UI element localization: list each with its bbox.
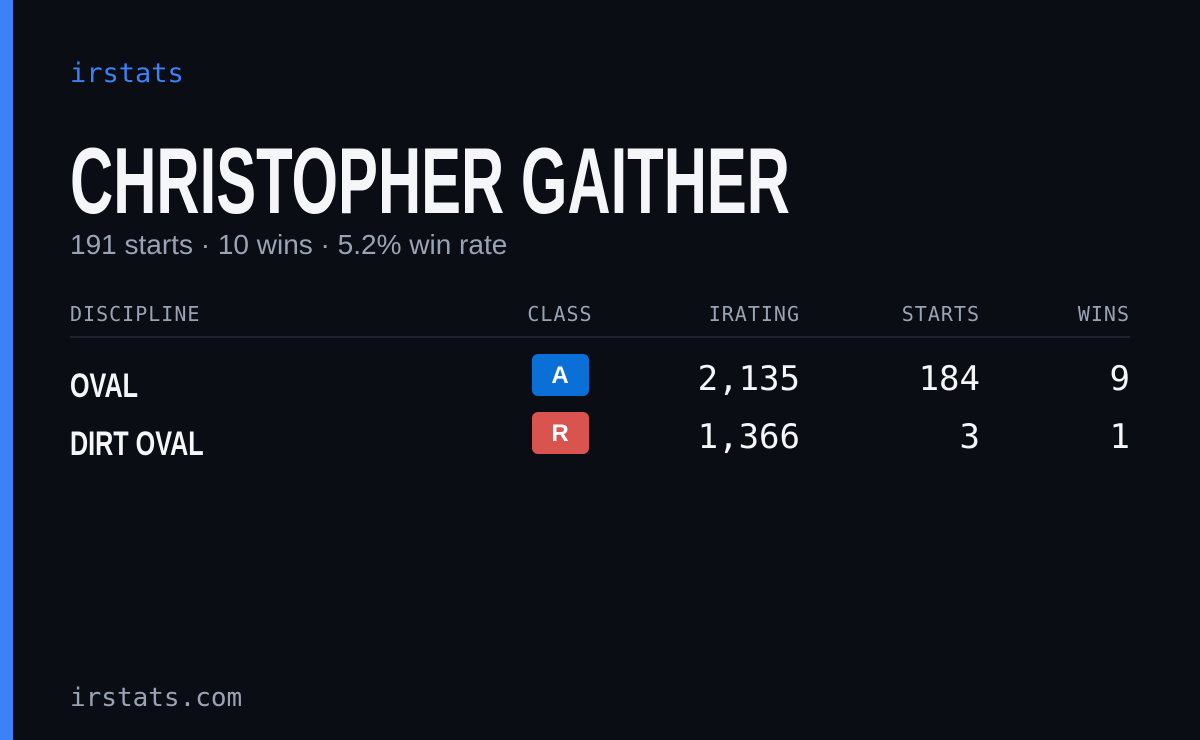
class-badge [532, 412, 589, 454]
title: CHRISTOPHER GAITHER [70, 128, 790, 233]
starts: 184 [919, 359, 980, 399]
class-letter: A [551, 362, 568, 389]
column-header: CLASS [527, 302, 592, 326]
irating: 2,135 [698, 359, 800, 399]
brand: irstats [70, 58, 184, 89]
column-header: WINS [1078, 302, 1130, 326]
irating: 1,366 [698, 417, 800, 457]
discipline-group: DIRT OVAL [70, 425, 204, 463]
discipline-group: OVAL [70, 367, 138, 405]
starts: 3 [960, 417, 980, 457]
column-header: DISCIPLINE [70, 302, 200, 326]
wins: 9 [1110, 359, 1130, 399]
footer: irstats.com [70, 683, 242, 713]
class-badge [532, 354, 589, 396]
column-header: STARTS [902, 302, 980, 326]
column-header: IRATING [709, 302, 800, 326]
accent-bar [0, 0, 13, 740]
wins: 1 [1110, 417, 1130, 457]
table: DISCIPLINE CLASS IRATING STARTS WINS OVAL A 2,1… [70, 302, 1130, 463]
subtitle: 191 starts · 10 wins · 5.2% win rate [70, 229, 507, 260]
discipline: OVAL [70, 367, 138, 405]
class-letter: R [551, 420, 568, 447]
discipline: DIRT OVAL [70, 425, 204, 463]
